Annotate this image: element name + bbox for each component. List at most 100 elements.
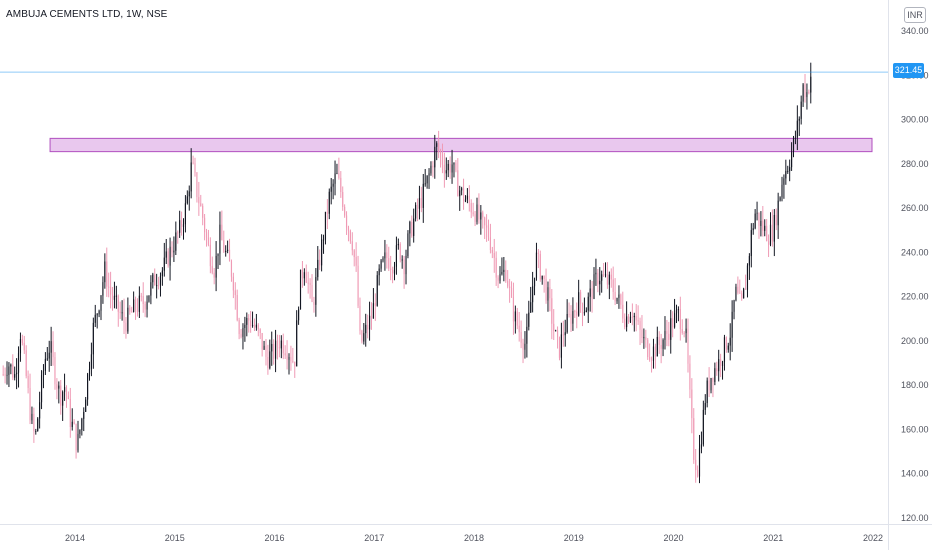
currency-button[interactable]: INR bbox=[904, 7, 926, 23]
candle-body bbox=[111, 294, 114, 300]
candle-body bbox=[255, 324, 257, 328]
candle-body bbox=[322, 239, 325, 241]
candle-body bbox=[608, 274, 610, 285]
candle-body bbox=[741, 293, 743, 299]
candle-body bbox=[691, 389, 693, 419]
candle-body bbox=[480, 212, 482, 220]
price-axis[interactable]: 120.00 140.00 160.00 180.00 200.00 220.00 240.… bbox=[901, 26, 929, 523]
candle-body bbox=[56, 384, 58, 389]
candle-body bbox=[219, 224, 221, 254]
candle-body bbox=[675, 310, 678, 314]
candle-body bbox=[58, 385, 60, 389]
x-tick-label: 2014 bbox=[65, 533, 85, 543]
candle-body bbox=[83, 411, 85, 419]
candle-body bbox=[614, 291, 616, 302]
candle-body bbox=[382, 258, 384, 261]
candle-body bbox=[6, 374, 8, 376]
candle-body bbox=[754, 213, 756, 229]
candle-body bbox=[35, 431, 37, 433]
candle-body bbox=[342, 192, 344, 207]
candle-body bbox=[413, 218, 415, 236]
candle-body bbox=[551, 298, 553, 324]
candle-body bbox=[720, 359, 722, 366]
candle-body bbox=[85, 399, 87, 412]
candle-body bbox=[31, 413, 33, 421]
candle-body bbox=[541, 275, 543, 280]
candle-body bbox=[133, 299, 135, 312]
candle-body bbox=[491, 249, 493, 253]
candle-body bbox=[182, 224, 185, 227]
candle-body bbox=[639, 321, 641, 330]
candle-body bbox=[42, 370, 45, 376]
candle-body bbox=[537, 252, 539, 255]
candle-body bbox=[167, 251, 169, 266]
candle-body bbox=[708, 380, 710, 391]
candle-body bbox=[259, 329, 261, 333]
candle-body bbox=[804, 84, 806, 98]
candle-body bbox=[154, 274, 156, 286]
candle-body bbox=[311, 284, 313, 302]
candle-body bbox=[200, 203, 202, 206]
candle-body bbox=[512, 296, 515, 322]
candle-body bbox=[566, 313, 568, 333]
candle-body bbox=[370, 315, 373, 319]
candle-body bbox=[643, 337, 645, 339]
candle-body bbox=[228, 249, 231, 262]
candle-body bbox=[706, 380, 708, 404]
candle-body bbox=[599, 280, 601, 285]
candle-body bbox=[326, 211, 328, 214]
candle-body bbox=[422, 183, 424, 208]
candle-body bbox=[146, 301, 148, 310]
candle-body bbox=[441, 154, 444, 165]
candle-body bbox=[190, 162, 192, 192]
candle-body bbox=[445, 170, 447, 174]
candle-body bbox=[205, 232, 208, 238]
candle-body bbox=[397, 243, 399, 246]
candle-body bbox=[695, 459, 697, 471]
candle-body bbox=[662, 339, 664, 349]
resistance-zone[interactable] bbox=[49, 137, 873, 153]
candle-body bbox=[743, 288, 745, 299]
candle-body bbox=[87, 374, 89, 400]
candle-body bbox=[796, 120, 798, 138]
candle-body bbox=[416, 204, 419, 209]
candle-body bbox=[727, 345, 729, 350]
candle-body bbox=[432, 165, 434, 168]
candle-body bbox=[514, 311, 516, 322]
candle-body bbox=[524, 343, 526, 350]
candle-body bbox=[721, 361, 724, 366]
candle-body bbox=[528, 312, 530, 327]
candle-body bbox=[556, 330, 559, 337]
last-price-badge: 321.45 bbox=[893, 63, 924, 78]
candle-body bbox=[447, 163, 449, 171]
candle-body bbox=[664, 331, 666, 340]
candle-body bbox=[77, 433, 79, 451]
candle-body bbox=[624, 318, 626, 328]
candle-body bbox=[486, 225, 488, 228]
candle-body bbox=[171, 246, 173, 253]
candle-body bbox=[746, 265, 749, 290]
candle-body bbox=[781, 184, 783, 198]
candle-body bbox=[766, 225, 768, 242]
candle-body bbox=[518, 325, 520, 333]
candle-body bbox=[762, 220, 764, 231]
candle-body bbox=[52, 341, 54, 358]
candle-body bbox=[198, 197, 200, 204]
candle-body bbox=[451, 164, 453, 173]
candle-body bbox=[468, 195, 470, 204]
candle-body bbox=[785, 170, 787, 179]
candle-body bbox=[65, 387, 68, 396]
candle-body bbox=[207, 237, 210, 245]
x-tick-label: 2016 bbox=[264, 533, 284, 543]
candle-body bbox=[355, 257, 357, 266]
y-tick-label: 140.00 bbox=[901, 469, 929, 479]
candle-body bbox=[581, 303, 584, 314]
candle-body bbox=[403, 259, 405, 275]
x-tick-label: 2019 bbox=[564, 533, 584, 543]
time-axis[interactable]: 2014 2015 2016 2017 2018 2019 2020 2021 2022 bbox=[65, 533, 883, 543]
candle-body bbox=[420, 198, 422, 208]
candle-body bbox=[439, 151, 442, 155]
candle-body bbox=[286, 355, 288, 360]
candle-body bbox=[800, 101, 802, 119]
